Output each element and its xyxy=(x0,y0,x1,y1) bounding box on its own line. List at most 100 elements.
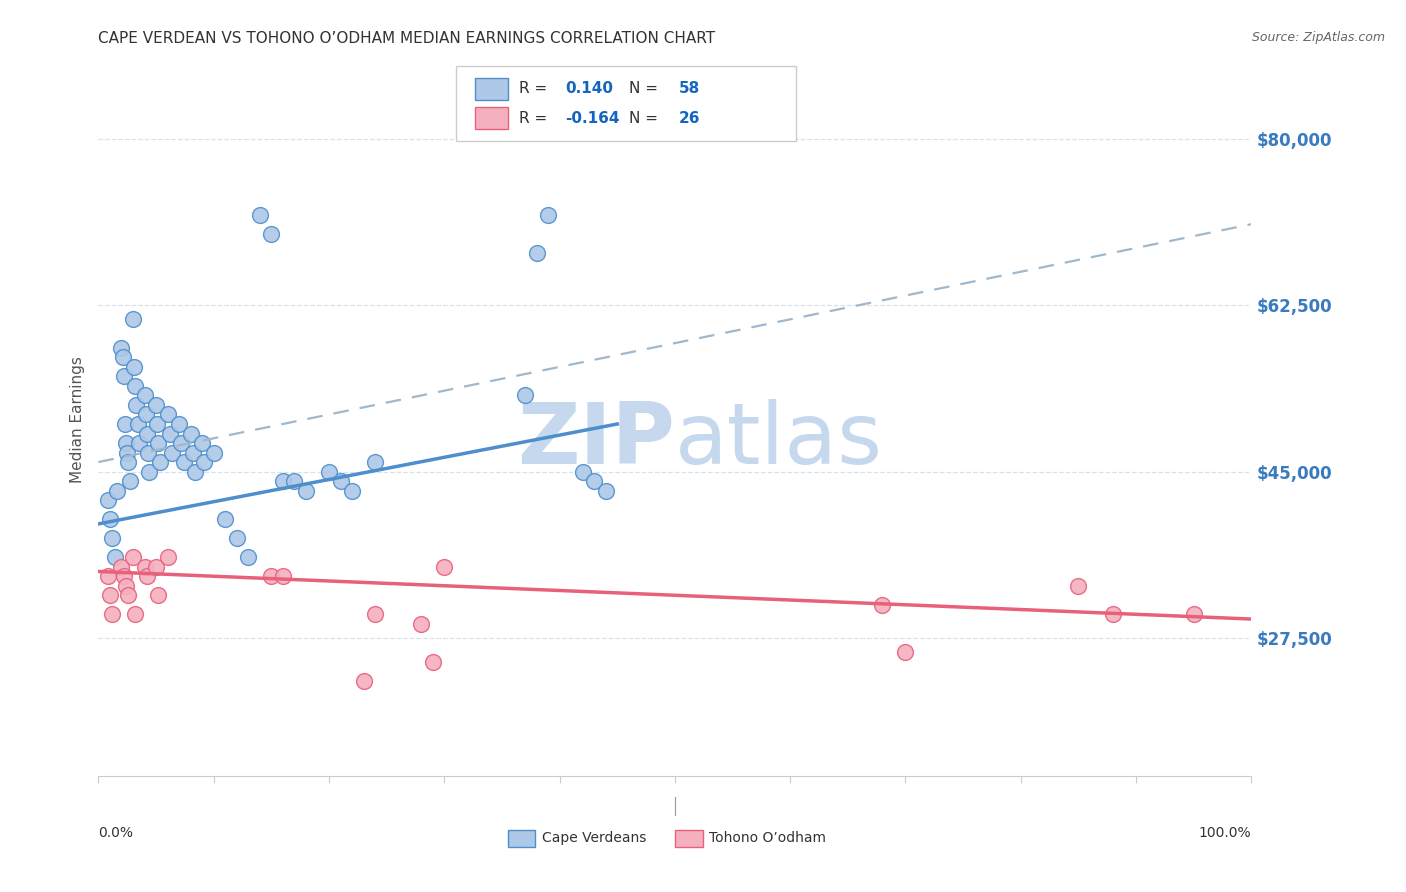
Point xyxy=(364,455,387,469)
Point xyxy=(111,351,134,365)
Point xyxy=(146,417,169,431)
Point xyxy=(145,559,167,574)
Point xyxy=(134,388,156,402)
Point xyxy=(260,227,283,241)
Point xyxy=(595,483,617,498)
Point xyxy=(181,445,204,459)
Point xyxy=(124,607,146,622)
Point xyxy=(124,379,146,393)
Point xyxy=(101,531,124,545)
Point xyxy=(872,598,894,612)
Point xyxy=(125,398,148,412)
Point xyxy=(295,483,318,498)
Point xyxy=(135,426,157,441)
Point xyxy=(318,465,340,479)
Point xyxy=(117,588,139,602)
Bar xyxy=(475,107,508,128)
Text: 26: 26 xyxy=(678,111,700,126)
Bar xyxy=(508,830,536,847)
Point xyxy=(225,531,247,545)
Point xyxy=(134,559,156,574)
Point xyxy=(101,607,124,622)
Point xyxy=(214,512,236,526)
Text: R =: R = xyxy=(519,111,553,126)
Y-axis label: Median Earnings: Median Earnings xyxy=(69,356,84,483)
Point xyxy=(173,455,195,469)
Point xyxy=(122,359,145,374)
Point xyxy=(145,398,167,412)
Point xyxy=(103,550,125,565)
Point xyxy=(127,417,149,431)
Point xyxy=(122,312,145,326)
Text: 100.0%: 100.0% xyxy=(1199,826,1251,840)
Point xyxy=(411,616,433,631)
Point xyxy=(118,474,141,488)
Text: CAPE VERDEAN VS TOHONO O’ODHAM MEDIAN EARNINGS CORRELATION CHART: CAPE VERDEAN VS TOHONO O’ODHAM MEDIAN EA… xyxy=(98,31,716,46)
Point xyxy=(112,369,135,384)
Point xyxy=(156,408,179,422)
Point xyxy=(110,559,132,574)
Point xyxy=(202,445,225,459)
Point xyxy=(98,512,121,526)
Point xyxy=(1067,579,1090,593)
Point xyxy=(894,645,917,659)
Point xyxy=(117,445,139,459)
Point xyxy=(191,436,214,450)
Point xyxy=(138,465,160,479)
Point xyxy=(128,436,150,450)
Point xyxy=(180,426,202,441)
Point xyxy=(583,474,606,488)
Point xyxy=(1102,607,1125,622)
Point xyxy=(115,436,138,450)
Point xyxy=(353,673,375,688)
Point xyxy=(513,388,536,402)
Point xyxy=(271,569,294,583)
Point xyxy=(159,426,181,441)
Text: Tohono O’odham: Tohono O’odham xyxy=(710,831,827,846)
Point xyxy=(271,474,294,488)
Text: atlas: atlas xyxy=(675,399,883,483)
Point xyxy=(170,436,193,450)
Point xyxy=(249,208,271,222)
Point xyxy=(238,550,260,565)
Point xyxy=(283,474,305,488)
Text: -0.164: -0.164 xyxy=(565,111,620,126)
Text: ZIP: ZIP xyxy=(517,399,675,483)
Point xyxy=(526,245,548,260)
Point xyxy=(364,607,387,622)
Point xyxy=(97,493,120,508)
Point xyxy=(184,465,207,479)
Point xyxy=(122,550,145,565)
Point xyxy=(433,559,456,574)
Text: N =: N = xyxy=(628,81,662,96)
Point xyxy=(136,445,159,459)
Point xyxy=(193,455,215,469)
Text: R =: R = xyxy=(519,81,553,96)
Point xyxy=(135,569,157,583)
Point xyxy=(112,569,135,583)
Point xyxy=(571,465,593,479)
Point xyxy=(135,408,157,422)
Text: 0.140: 0.140 xyxy=(565,81,613,96)
Text: Cape Verdeans: Cape Verdeans xyxy=(543,831,647,846)
Point xyxy=(114,417,136,431)
Point xyxy=(115,579,138,593)
Point xyxy=(329,474,352,488)
Point xyxy=(1182,607,1205,622)
Point xyxy=(167,417,190,431)
Point xyxy=(340,483,363,498)
Point xyxy=(148,436,170,450)
Point xyxy=(160,445,183,459)
Point xyxy=(110,341,132,355)
Point xyxy=(260,569,283,583)
Point xyxy=(105,483,128,498)
Point xyxy=(156,550,179,565)
Point xyxy=(148,455,170,469)
Point xyxy=(148,588,170,602)
Point xyxy=(422,655,444,669)
Point xyxy=(537,208,560,222)
Point xyxy=(97,569,120,583)
Bar xyxy=(675,830,703,847)
Point xyxy=(98,588,121,602)
Bar xyxy=(475,78,508,100)
